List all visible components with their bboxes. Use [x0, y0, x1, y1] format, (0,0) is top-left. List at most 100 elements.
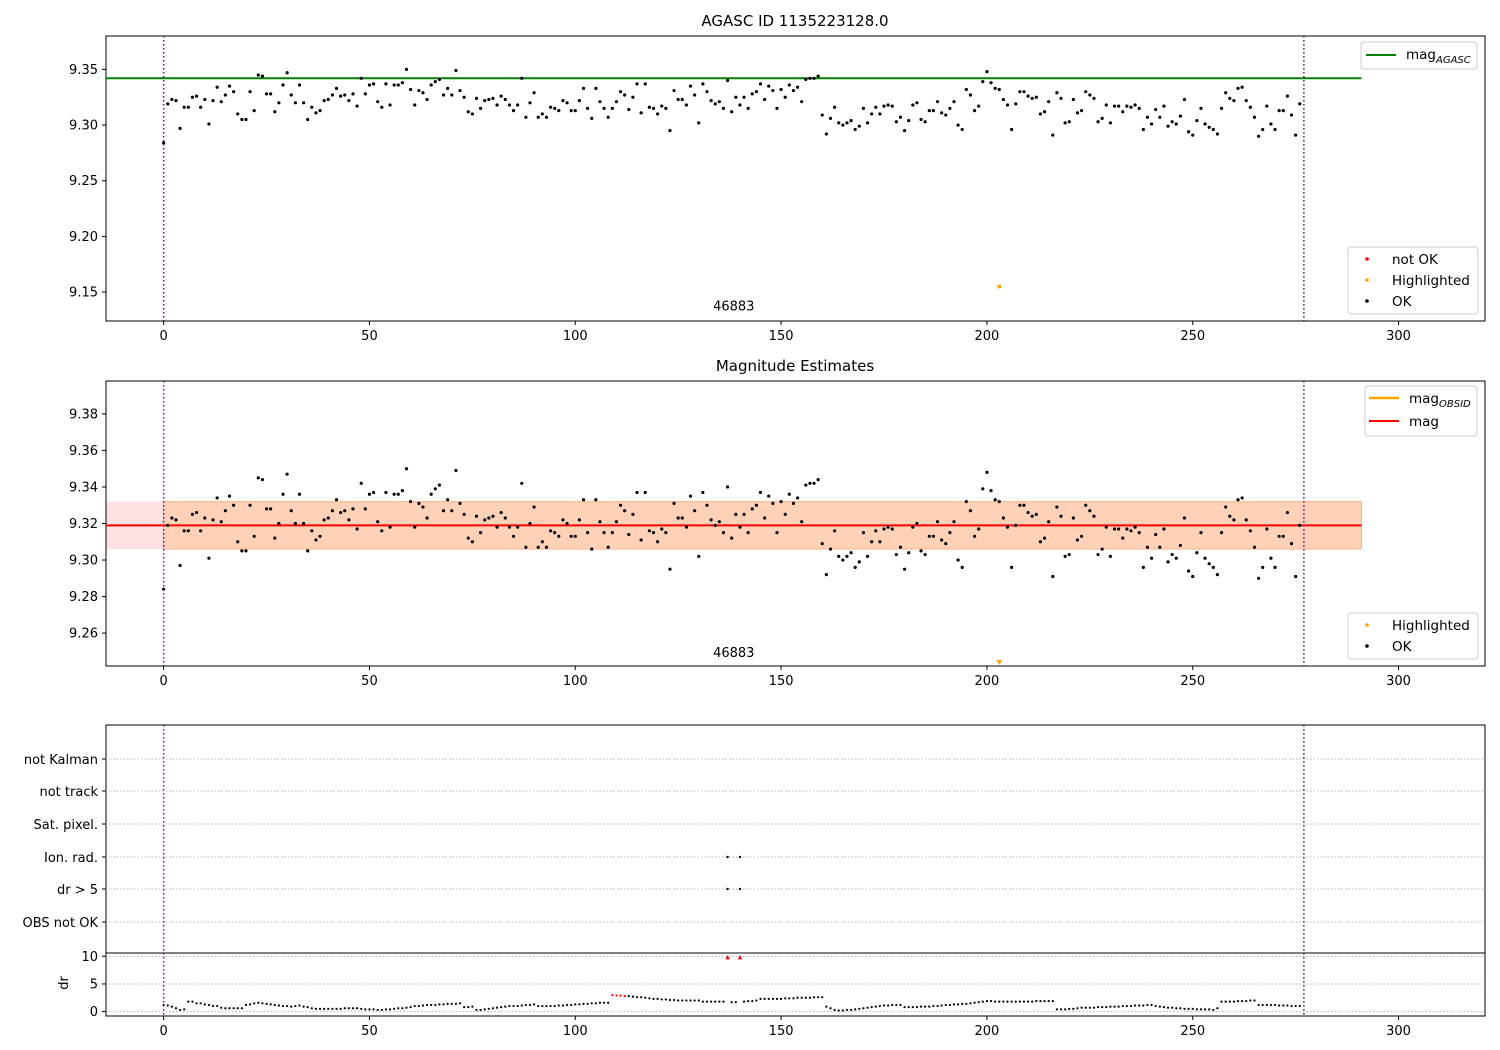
ok-point [1261, 127, 1265, 132]
dr-point [775, 997, 779, 1000]
panel2-xtick-label: 100 [563, 674, 588, 689]
ok-point [672, 88, 676, 93]
ok-point [536, 115, 540, 119]
estimate-point [779, 499, 783, 504]
dr-point [549, 1004, 552, 1008]
dr-point [771, 997, 774, 1000]
estimate-point [693, 509, 697, 513]
dr-point [302, 1005, 305, 1008]
dr-point [286, 1004, 289, 1008]
dr-point [561, 1004, 565, 1007]
estimate-point [643, 490, 647, 495]
ok-point [610, 106, 614, 110]
estimate-point [1277, 534, 1281, 538]
ok-point [1005, 103, 1010, 107]
estimate-point [1055, 505, 1059, 509]
ok-point [820, 113, 824, 117]
dr-point [685, 999, 688, 1002]
dr-point [487, 1007, 490, 1010]
panel1-xtick-label: 0 [159, 329, 167, 344]
ok-point [1038, 112, 1043, 116]
estimate-point [1038, 540, 1043, 544]
panel2-title: Magnitude Estimates [716, 357, 874, 375]
ok-point [577, 98, 581, 103]
ok-point [1034, 95, 1038, 99]
estimate-point [511, 534, 516, 538]
estimate-point [1207, 562, 1211, 566]
panel1-xtick-label: 300 [1386, 329, 1411, 344]
ok-point [1199, 106, 1203, 110]
ok-point [1042, 110, 1047, 114]
ok-point [569, 108, 573, 113]
estimate-point [783, 512, 787, 516]
dr-point [1232, 1000, 1235, 1003]
ok-point [894, 120, 898, 124]
estimate-point [499, 510, 503, 515]
ok-point [1063, 121, 1067, 125]
estimate-point [676, 516, 680, 520]
estimate-point [791, 501, 796, 506]
estimate-point [841, 558, 845, 562]
ok-point [182, 105, 186, 109]
dr-red-point [623, 995, 626, 998]
dr-point [1253, 999, 1256, 1002]
ok-point [944, 113, 948, 117]
dr-point [825, 1005, 828, 1008]
dr-point [936, 1004, 939, 1008]
dr-point [1241, 999, 1244, 1003]
dr-point [327, 1007, 330, 1010]
ok-point [1137, 106, 1141, 110]
panel2-xtick-label: 150 [769, 674, 794, 689]
dr-point [1129, 1004, 1133, 1008]
estimate-point [306, 549, 310, 553]
dr-point [1031, 1000, 1034, 1003]
ok-point [355, 104, 359, 108]
dr-point [924, 1005, 927, 1008]
panel1-xtick-label: 100 [563, 329, 588, 344]
panel4-xtick-label: 100 [563, 1024, 588, 1039]
dr-point [1158, 1005, 1161, 1008]
ok-point [1277, 108, 1281, 113]
estimate-point [1117, 527, 1121, 531]
ok-point [627, 107, 631, 112]
dr-point [368, 1008, 371, 1011]
estimate-point [586, 531, 590, 535]
estimate-point [857, 560, 861, 564]
estimate-point [763, 516, 767, 520]
estimate-point [1240, 496, 1244, 500]
dr-point [1273, 1003, 1277, 1007]
ok-point [227, 84, 232, 88]
estimate-point [833, 529, 837, 533]
dr-point [360, 1007, 363, 1010]
estimate-point [1298, 523, 1302, 527]
dr-point [1203, 1008, 1207, 1011]
dr-point [858, 1007, 861, 1010]
dr-point [874, 1005, 877, 1008]
dr-point [977, 1001, 980, 1004]
ok-point [1174, 122, 1178, 126]
estimate-point [1203, 556, 1207, 560]
estimate-point [1125, 527, 1129, 531]
estimate-point [1191, 574, 1195, 579]
ok-point [446, 86, 450, 90]
dr-point [1249, 999, 1252, 1002]
dr-point [928, 1005, 931, 1008]
estimate-point [812, 481, 816, 485]
dr-point [989, 999, 993, 1003]
estimate-point [269, 507, 273, 511]
estimate-point [845, 554, 849, 558]
ok-point [1224, 91, 1228, 95]
estimate-point [219, 520, 223, 524]
panel4-xtick-label: 200 [974, 1024, 999, 1039]
estimate-point [458, 501, 462, 506]
ok-point [816, 74, 820, 78]
estimate-point [985, 470, 989, 474]
estimate-point [890, 527, 894, 531]
estimate-point [956, 558, 960, 562]
dr-point [788, 997, 791, 1000]
dr-point [384, 1008, 388, 1011]
dr-point [841, 1009, 844, 1012]
ok-point [166, 102, 170, 106]
ok-point [1215, 132, 1220, 136]
panel4-xtick-label: 300 [1386, 1024, 1411, 1039]
